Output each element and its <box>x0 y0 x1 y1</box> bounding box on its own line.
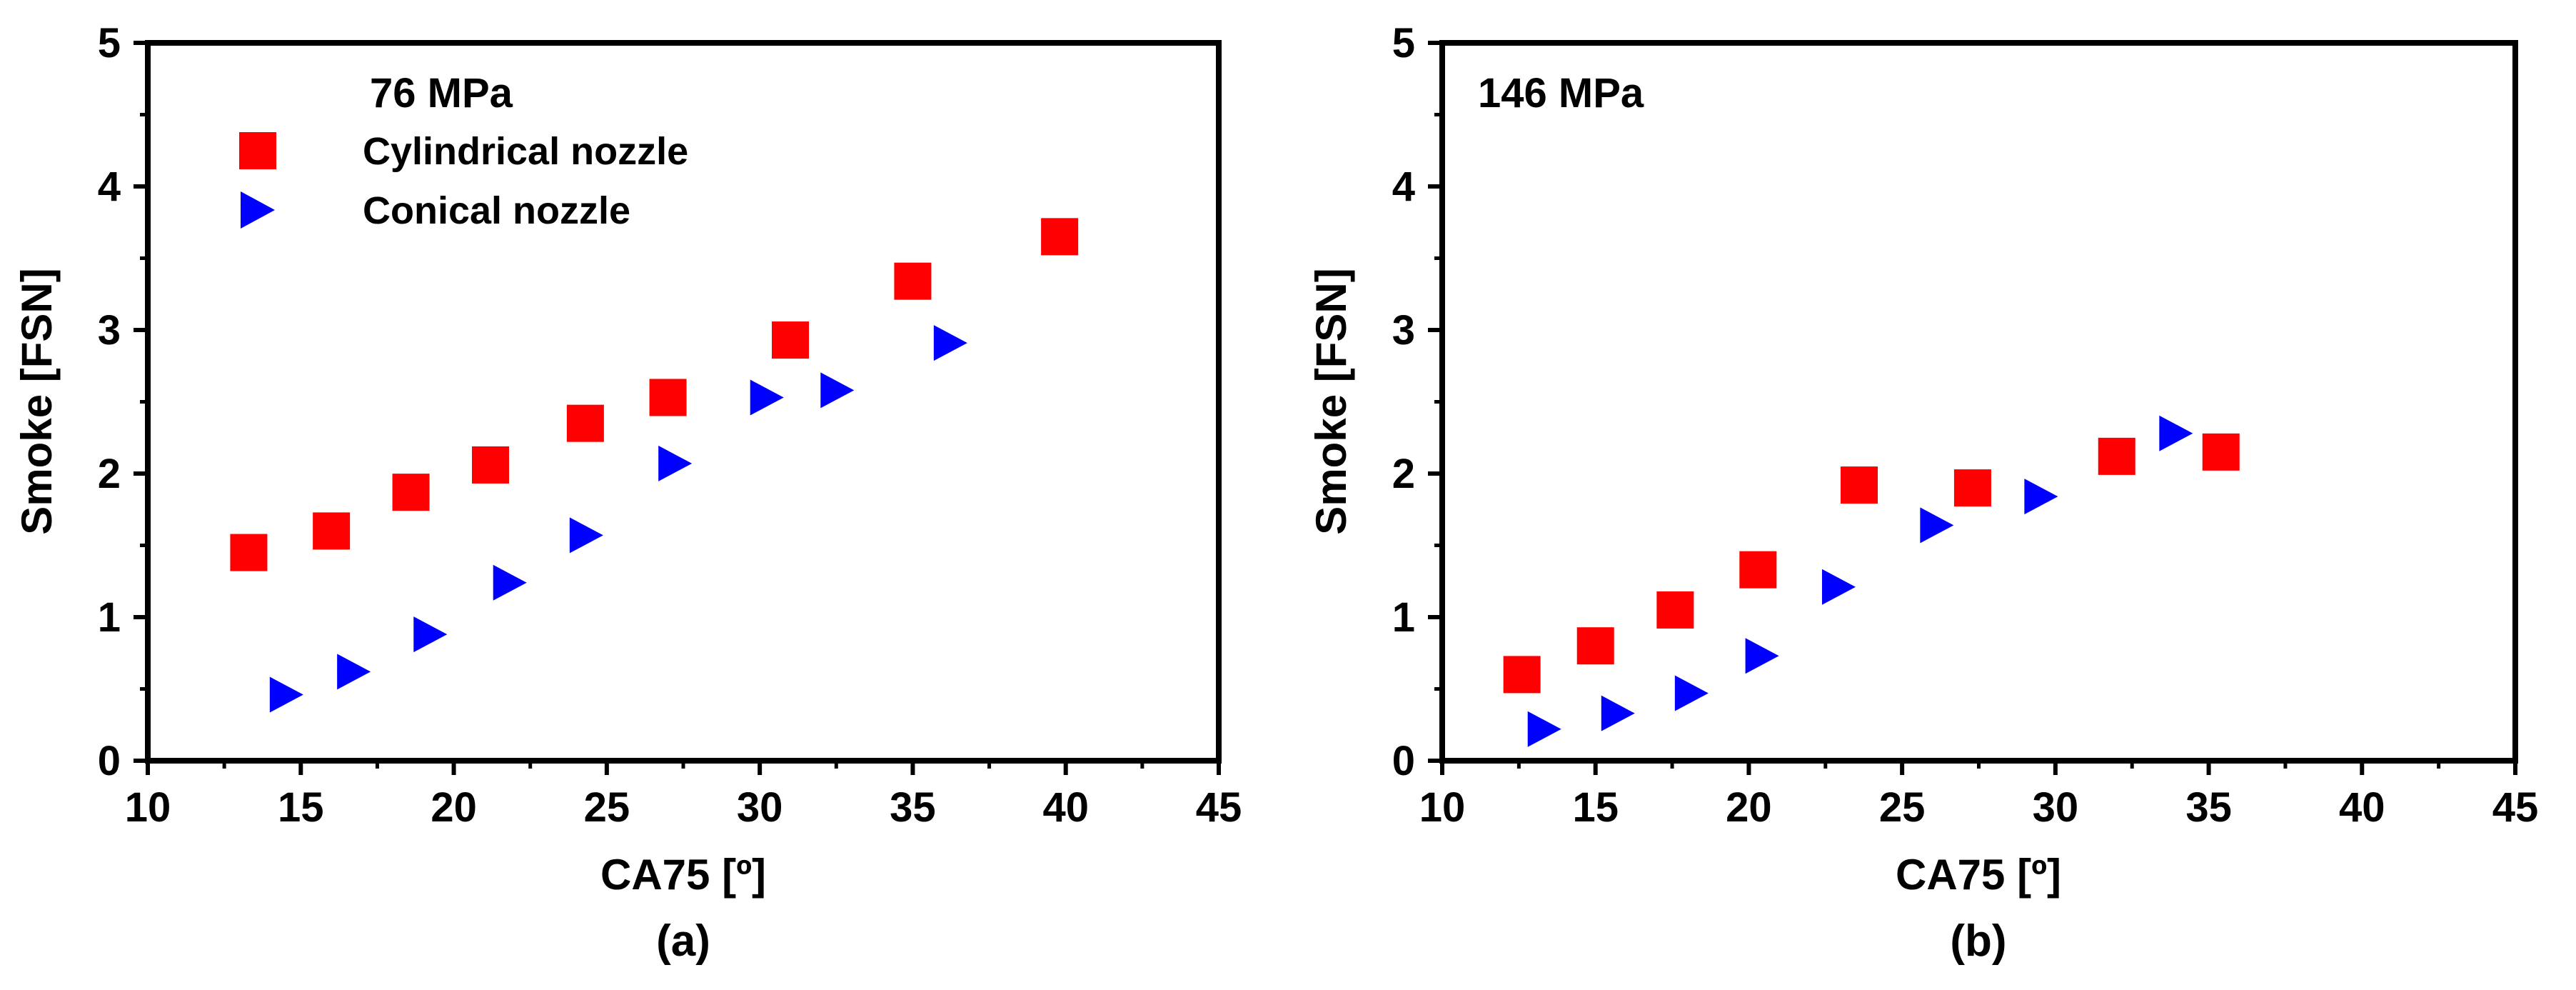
x-tick-label: 15 <box>1572 784 1619 831</box>
y-tick-label: 3 <box>1392 307 1415 354</box>
cylindrical-point <box>313 512 351 550</box>
y-tick-label: 3 <box>98 307 121 354</box>
x-tick-label: 15 <box>278 784 324 831</box>
x-tick-label: 25 <box>1879 784 1926 831</box>
x-tick-label: 40 <box>2339 784 2385 831</box>
conical-point <box>1821 569 1856 605</box>
cylindrical-point <box>2098 437 2135 475</box>
y-tick-label: 5 <box>98 20 121 66</box>
legend-square-marker <box>239 132 276 169</box>
conical-point <box>569 517 603 554</box>
x-tick-label: 20 <box>1726 784 1772 831</box>
conical-point <box>933 325 967 361</box>
x-axis-title-a: CA75 [º] <box>600 851 766 899</box>
legend-triangle-marker <box>241 191 275 229</box>
panel-title-a: 76 MPa <box>370 70 513 116</box>
x-tick-label: 30 <box>737 784 783 831</box>
conical-point <box>493 564 527 601</box>
y-tick-label: 0 <box>98 738 121 784</box>
x-tick-label: 45 <box>1196 784 1242 831</box>
cylindrical-point <box>894 262 932 300</box>
conical-point <box>1601 695 1635 731</box>
y-axis-title-a: Smoke [FSN] <box>13 268 61 534</box>
x-ticks-b: 10 15 20 25 30 35 40 45 <box>1419 761 2539 831</box>
conical-point <box>658 445 693 481</box>
x-tick-label: 10 <box>125 784 171 831</box>
y-tick-label: 2 <box>98 451 121 497</box>
cylindrical-point <box>649 379 687 416</box>
cylindrical-point <box>392 474 430 511</box>
legend: Cylindrical nozzle Conical nozzle <box>239 130 688 232</box>
cylindrical-point <box>772 321 809 359</box>
legend-label-cylindrical: Cylindrical nozzle <box>363 130 688 173</box>
cylindrical-point <box>1953 469 1991 507</box>
legend-label-conical: Conical nozzle <box>363 189 630 232</box>
y-tick-label: 1 <box>98 594 121 641</box>
cylindrical-point <box>1656 591 1694 629</box>
cylindrical-point <box>2202 433 2240 471</box>
y-axis-title-b: Smoke [FSN] <box>1307 268 1355 534</box>
cylindrical-point <box>472 446 509 484</box>
conical-point <box>269 676 303 713</box>
conical-point <box>2159 415 2193 451</box>
x-tick-label: 35 <box>2185 784 2232 831</box>
x-tick-label: 35 <box>890 784 936 831</box>
panel-label-a: (a) <box>656 916 710 966</box>
conical-point <box>2024 479 2058 515</box>
y-ticks-a: 0 1 2 3 4 5 <box>98 20 148 784</box>
data-points-b <box>1503 415 2240 747</box>
x-tick-label: 40 <box>1042 784 1089 831</box>
x-tick-label: 45 <box>2492 784 2539 831</box>
x-ticks-a: 10 15 20 25 30 35 40 45 <box>125 761 1242 831</box>
conical-point <box>1745 638 1779 674</box>
y-tick-label: 5 <box>1392 20 1415 66</box>
cylindrical-point <box>1576 627 1614 665</box>
x-tick-label: 10 <box>1419 784 1466 831</box>
y-tick-label: 4 <box>98 164 121 210</box>
cylindrical-point <box>1503 656 1541 694</box>
conical-point <box>820 372 855 409</box>
y-ticks-b: 0 1 2 3 4 5 <box>1392 20 1442 784</box>
y-tick-label: 4 <box>1392 164 1415 210</box>
conical-point <box>413 616 448 653</box>
cylindrical-point <box>566 404 604 442</box>
conical-point <box>1527 711 1561 747</box>
y-tick-label: 2 <box>1392 451 1415 497</box>
data-points-a <box>230 218 1079 713</box>
conical-point <box>337 654 371 690</box>
x-tick-label: 20 <box>431 784 477 831</box>
x-axis-title-b: CA75 [º] <box>1896 851 2061 899</box>
y-tick-label: 1 <box>1392 594 1415 641</box>
panel-title-b: 146 MPa <box>1478 70 1644 116</box>
x-tick-label: 30 <box>2033 784 2079 831</box>
conical-point <box>750 379 784 416</box>
conical-point <box>1674 675 1709 711</box>
conical-point <box>1920 507 1954 544</box>
panel-label-b: (b) <box>1950 916 2006 966</box>
cylindrical-point <box>1739 551 1777 589</box>
y-tick-label: 0 <box>1392 738 1415 784</box>
cylindrical-point <box>1841 466 1878 504</box>
cylindrical-point <box>1041 218 1079 256</box>
x-tick-label: 25 <box>584 784 630 831</box>
cylindrical-point <box>230 534 268 571</box>
